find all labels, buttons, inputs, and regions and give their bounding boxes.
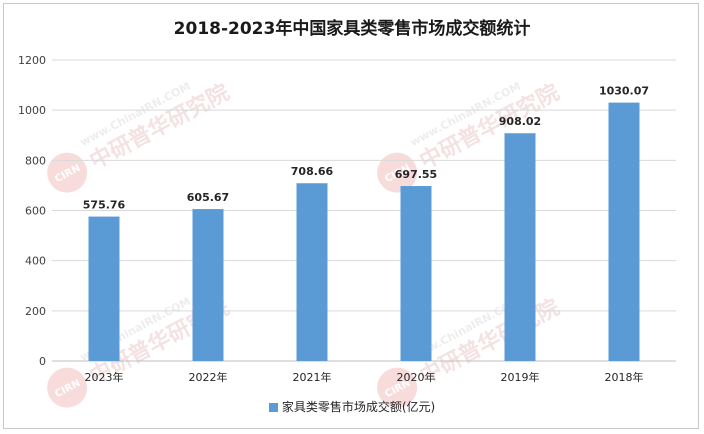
- x-category-label-3: 2020年: [397, 370, 436, 384]
- data-label-5: 1030.07: [599, 85, 649, 98]
- bar-0: [88, 216, 120, 361]
- watermark-logo: [47, 367, 88, 408]
- x-category-label-2: 2021年: [293, 370, 332, 384]
- x-category-label-0: 2023年: [85, 370, 124, 384]
- chart-title: 2018-2023年中国家具类零售市场成交额统计: [173, 19, 531, 39]
- watermark-logo: [377, 152, 418, 193]
- y-tick-label: 200: [25, 305, 46, 318]
- y-axis-ticks: 0 200 400 600 800 1000 1200: [18, 54, 46, 368]
- bar-1: [192, 209, 224, 361]
- gridlines: [52, 59, 676, 362]
- x-category-label-1: 2022年: [189, 370, 228, 384]
- data-label-4: 908.02: [499, 115, 541, 128]
- data-label-3: 697.55: [395, 168, 437, 181]
- y-tick-label: 1200: [18, 54, 46, 67]
- legend: 家具类零售市场成交额(亿元): [0, 398, 704, 415]
- data-label-0: 575.76: [83, 199, 126, 212]
- y-tick-label: 0: [39, 355, 46, 368]
- data-label-2: 708.66: [291, 165, 334, 178]
- bar-4: [504, 133, 536, 361]
- y-tick-label: 800: [25, 154, 46, 167]
- watermark-logo: [377, 367, 418, 408]
- legend-swatch: [268, 403, 278, 412]
- bar-5: [608, 102, 640, 361]
- bar-series: [88, 102, 640, 361]
- bar-3: [400, 186, 432, 361]
- watermark-logo: [47, 152, 88, 193]
- bar-2: [296, 183, 328, 361]
- x-category-label-4: 2019年: [501, 370, 540, 384]
- y-tick-label: 1000: [18, 104, 46, 117]
- data-label-1: 605.67: [187, 191, 229, 204]
- y-tick-label: 600: [25, 205, 46, 218]
- x-axis-categories: 2023年 2022年 2021年 2020年 2019年 2018年: [85, 370, 644, 384]
- y-tick-label: 400: [25, 255, 46, 268]
- legend-label: 家具类零售市场成交额(亿元): [281, 400, 436, 414]
- x-category-label-5: 2018年: [605, 370, 644, 384]
- data-labels: 575.76 605.67 708.66 697.55 908.02 1030.07: [83, 85, 649, 212]
